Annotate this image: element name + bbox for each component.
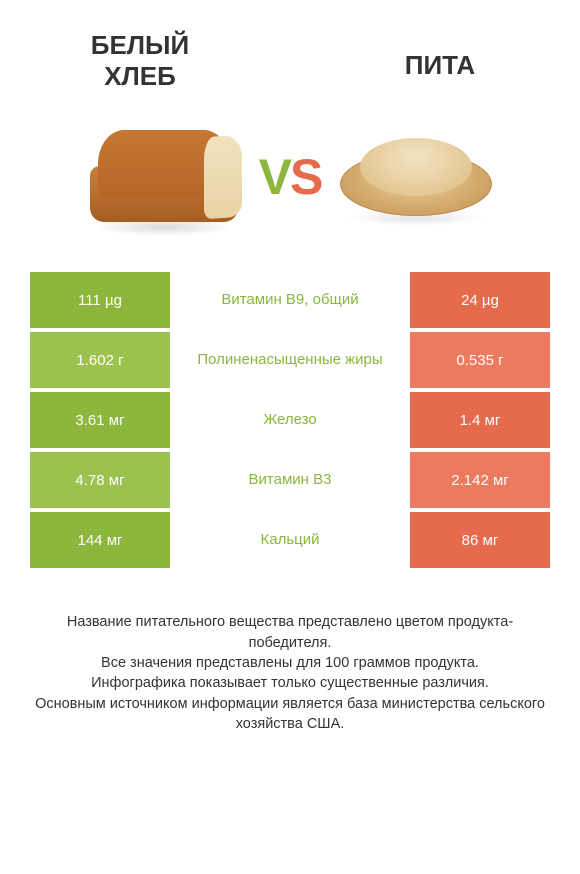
cell-nutrient-label: Витамин B9, общий <box>170 272 410 328</box>
cell-nutrient-label: Полиненасыщенные жиры <box>170 332 410 388</box>
footer-line: Название питательного вещества представл… <box>28 612 552 653</box>
table-row: 1.602 гПолиненасыщенные жиры0.535 г <box>30 332 550 388</box>
cell-right-value: 1.4 мг <box>410 392 550 448</box>
footer-line: Основным источником информации является … <box>28 694 552 735</box>
cell-left-value: 1.602 г <box>30 332 170 388</box>
cell-right-value: 86 мг <box>410 512 550 568</box>
footer-line: Инфографика показывает только существенн… <box>28 673 552 693</box>
footer-notes: Название питательного вещества представл… <box>0 572 580 734</box>
cell-left-value: 4.78 мг <box>30 452 170 508</box>
cell-nutrient-label: Железо <box>170 392 410 448</box>
cell-nutrient-label: Витамин B3 <box>170 452 410 508</box>
table-row: 111 µgВитамин B9, общий24 µg <box>30 272 550 328</box>
cell-left-value: 3.61 мг <box>30 392 170 448</box>
footer-line: Все значения представлены для 100 граммо… <box>28 653 552 673</box>
cell-right-value: 0.535 г <box>410 332 550 388</box>
title-right: ПИТА <box>360 30 520 92</box>
cell-right-value: 2.142 мг <box>410 452 550 508</box>
table-row: 144 мгКальций86 мг <box>30 512 550 568</box>
vs-s: S <box>290 149 321 205</box>
header: БЕЛЫЙ ХЛЕБ ПИТА <box>0 0 580 102</box>
nutrition-table: 111 µgВитамин B9, общий24 µg1.602 гПолин… <box>30 272 550 568</box>
pita-image <box>331 112 501 242</box>
cell-left-value: 111 µg <box>30 272 170 328</box>
cell-right-value: 24 µg <box>410 272 550 328</box>
bread-loaf-image <box>79 112 249 242</box>
cell-nutrient-label: Кальций <box>170 512 410 568</box>
table-row: 3.61 мгЖелезо1.4 мг <box>30 392 550 448</box>
vs-label: VS <box>259 148 322 206</box>
cell-left-value: 144 мг <box>30 512 170 568</box>
vs-v: V <box>259 149 290 205</box>
images-row: VS <box>0 102 580 272</box>
title-left: БЕЛЫЙ ХЛЕБ <box>60 30 220 92</box>
table-row: 4.78 мгВитамин B32.142 мг <box>30 452 550 508</box>
